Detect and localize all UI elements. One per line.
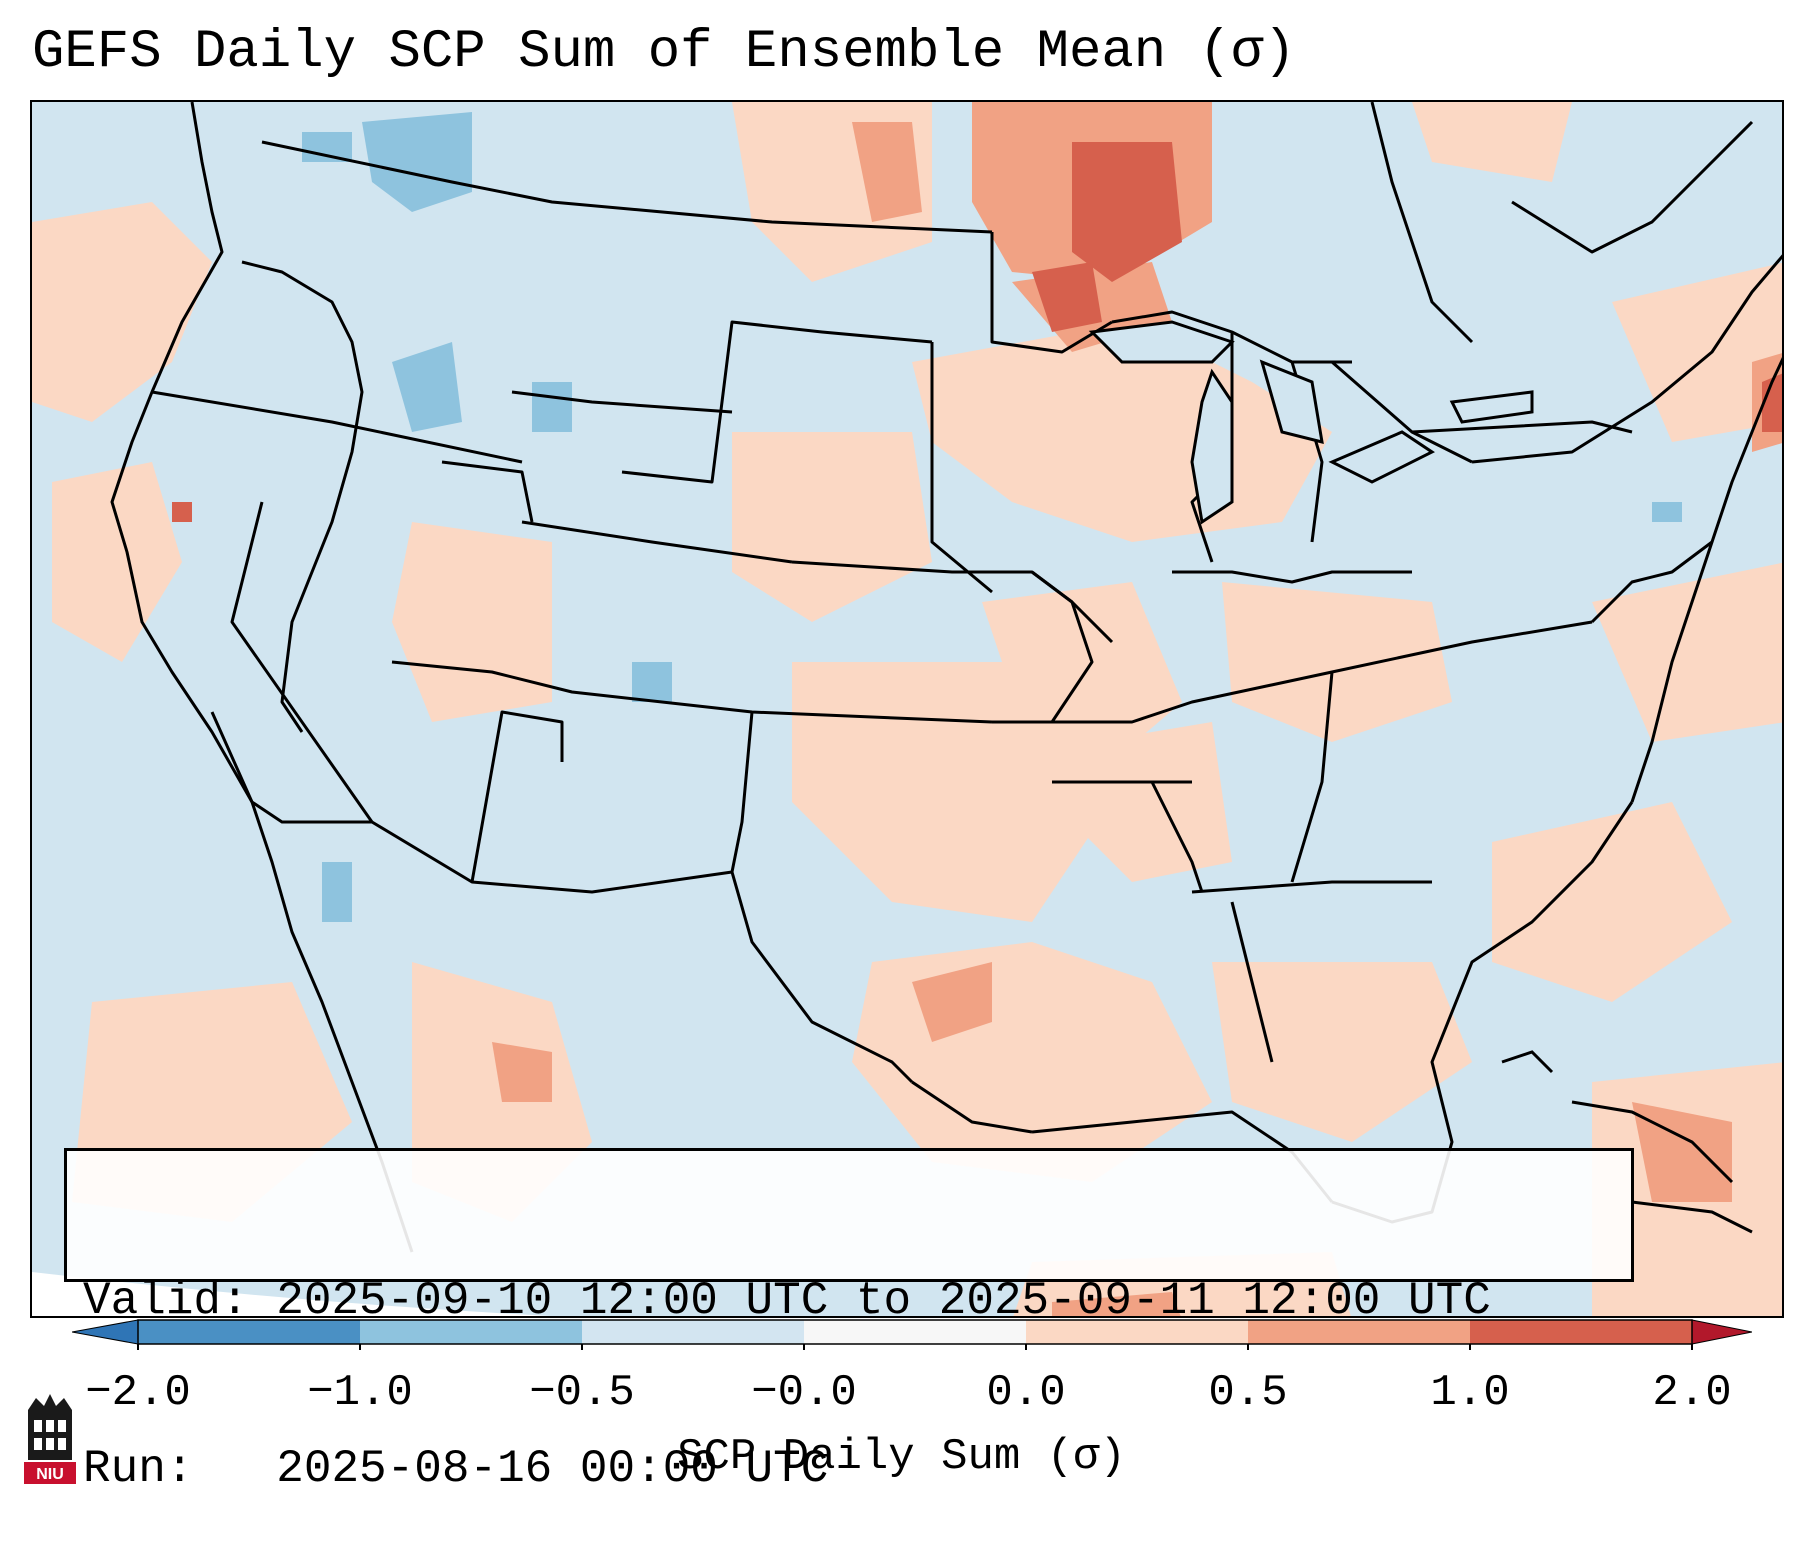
colorbar-frame — [137, 1319, 1693, 1345]
coastlines-and-borders — [110, 102, 1782, 1253]
colorbar-tick-label: 2.0 — [1652, 1368, 1732, 1418]
colorbar-tick-label: 1.0 — [1430, 1368, 1510, 1418]
colorbar-tick-label: −0.5 — [529, 1368, 635, 1418]
colorbar-tick-label: −0.0 — [751, 1368, 857, 1418]
caribbean-islands — [1501, 1050, 1753, 1234]
colorbar-tick-label: 0.5 — [1208, 1368, 1288, 1418]
colorbar-segment — [804, 1320, 1027, 1344]
niu-logo-banner — [24, 1462, 76, 1484]
colorbar-tick-label: −1.0 — [307, 1368, 413, 1418]
run-time-line: Run: 2025-08-16 00:00 UTC — [83, 1443, 829, 1495]
colorbar-segment — [1026, 1320, 1249, 1344]
colorbar — [72, 1319, 1752, 1350]
anomaly-positive-strong — [172, 142, 1782, 522]
colorbar-label: SCP Daily Sum (σ) — [677, 1432, 1126, 1482]
page-title: GEFS Daily SCP Sum of Ensemble Mean (σ) — [32, 22, 1296, 83]
valid-run-info-box: Valid: 2025-09-10 12:00 UTC to 2025-09-1… — [64, 1148, 1634, 1495]
niu-logo-icon: NIU — [24, 1394, 76, 1484]
niu-logo-text: NIU — [36, 1466, 64, 1483]
valid-time-line: Valid: 2025-09-10 12:00 UTC to 2025-09-1… — [83, 1275, 1491, 1327]
colorbar-segment — [1470, 1320, 1693, 1344]
projection-edge — [32, 1272, 550, 1316]
colorbar-segment — [360, 1320, 583, 1344]
map-canvas — [32, 102, 1782, 1316]
colorbar-tick-label: 0.0 — [986, 1368, 1066, 1418]
map-panel[interactable] — [30, 100, 1784, 1318]
colorbar-tick-label: −2.0 — [85, 1368, 191, 1418]
colorbar-segment — [138, 1320, 361, 1344]
colorbar-extend-low — [72, 1319, 139, 1345]
colorbar-segment — [1248, 1320, 1471, 1344]
colorbar-extend-high — [1691, 1319, 1752, 1345]
colorbar-segment — [582, 1320, 805, 1344]
great-lakes — [1088, 320, 1534, 525]
